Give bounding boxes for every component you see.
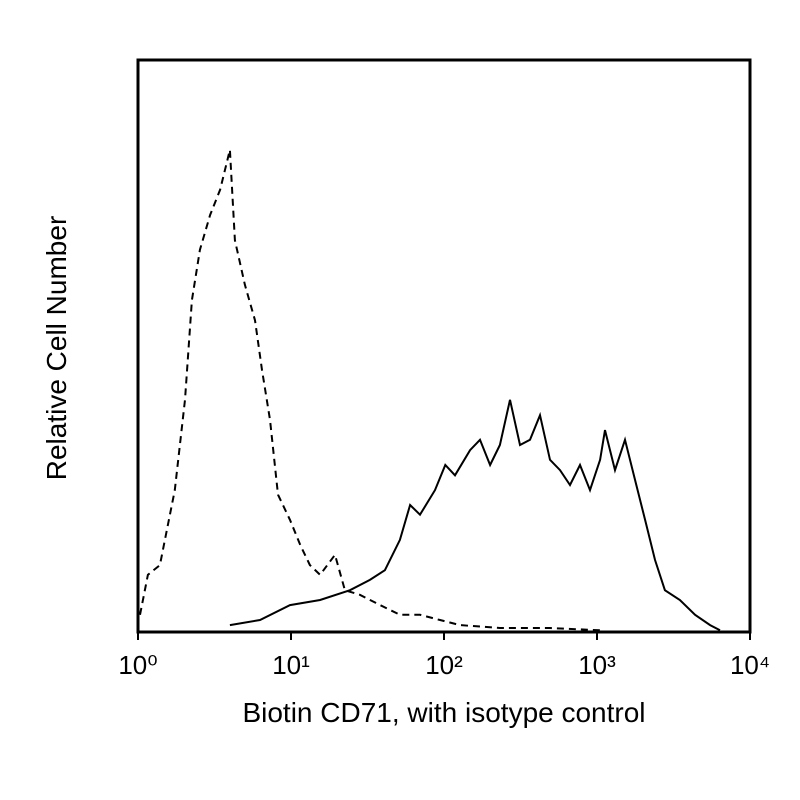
histogram-line bbox=[139, 149, 601, 632]
x-tick-label: 10¹ bbox=[272, 650, 310, 680]
y-axis-label: Relative Cell Number bbox=[41, 216, 72, 481]
x-axis-label: Biotin CD71, with isotype control bbox=[242, 697, 645, 728]
x-tick-label: 10⁴ bbox=[730, 650, 770, 680]
x-tick-label: 10⁰ bbox=[118, 650, 157, 680]
plot-frame bbox=[136, 58, 752, 634]
x-tick-label: 10³ bbox=[578, 650, 616, 680]
histogram-line bbox=[229, 399, 721, 632]
x-tick-label: 10² bbox=[425, 650, 463, 680]
